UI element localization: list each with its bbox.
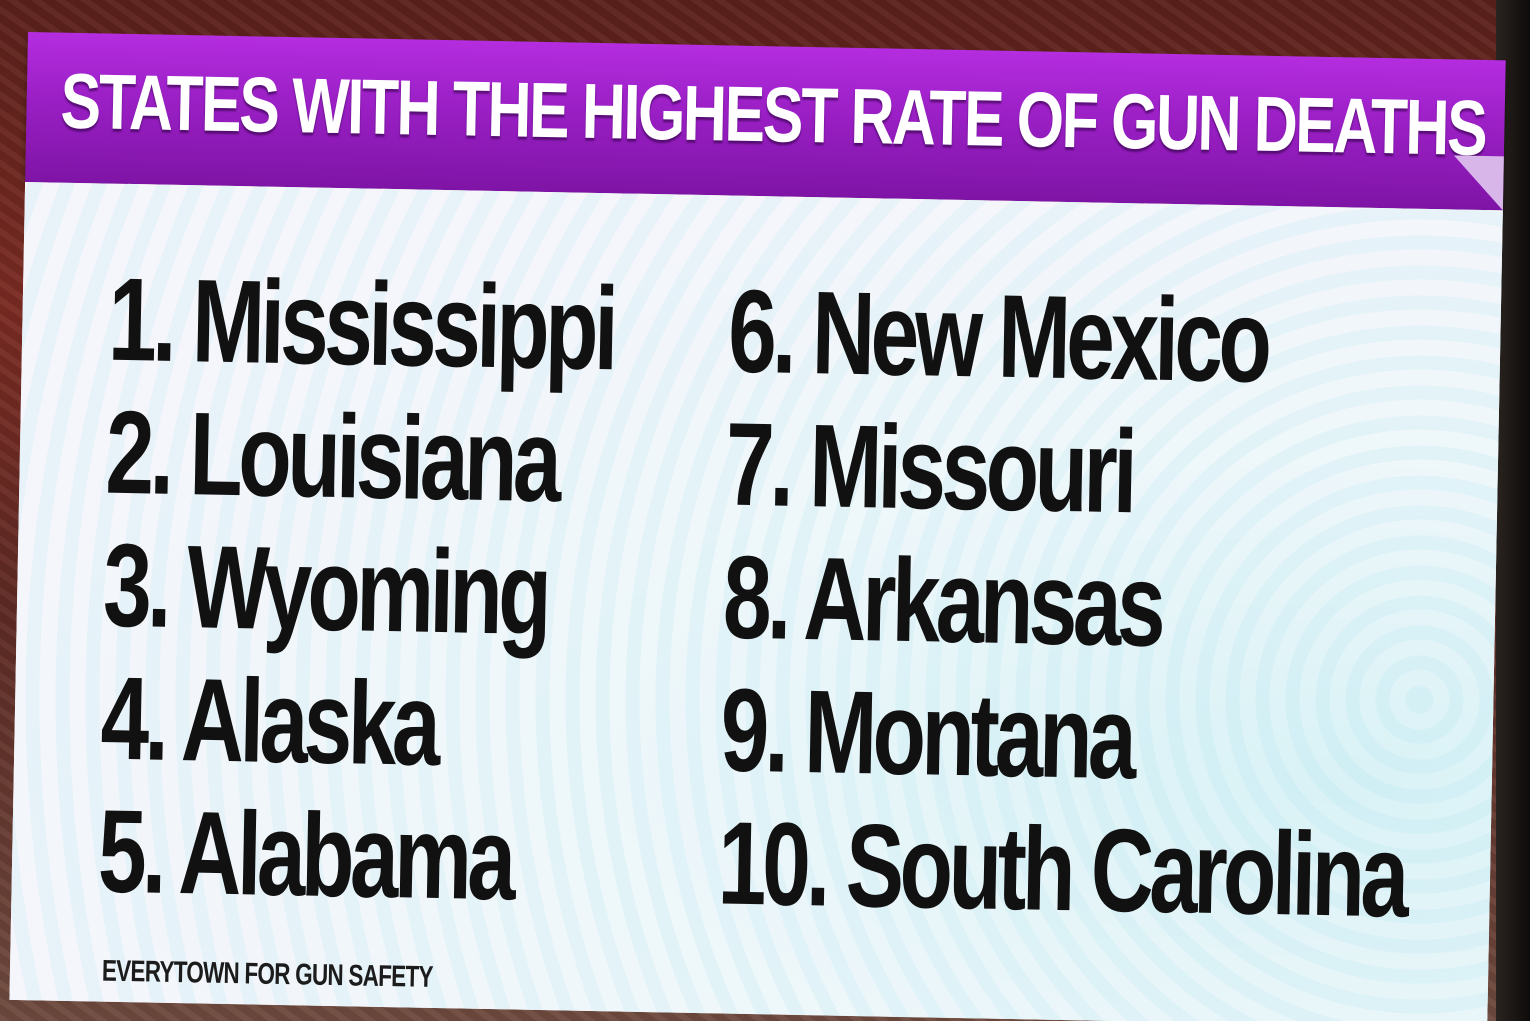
ranking-item: 9. Montana [719,664,1134,805]
ranking-item: 3. Wyoming [102,519,549,661]
ranking-item: 8. Arkansas [722,531,1163,672]
ranking-item: 10. South Carolina [716,797,1407,943]
source-credit: EVERYTOWN FOR GUN SAFETY [101,954,434,994]
ranking-item: 1. Mississippi [107,253,616,396]
ranking-board: 1. Mississippi 2. Louisiana 3. Wyoming 4… [9,181,1503,1021]
ranking-list-right: 6. New Mexico 7. Missouri 8. Arkansas 9.… [717,266,1530,949]
banner-fold-corner [1452,155,1504,211]
ranking-item: 2. Louisiana [104,386,559,528]
title-banner: STATES WITH THE HIGHEST RATE OF GUN DEAT… [25,32,1506,211]
ranking-item: 5. Alabama [97,785,513,926]
ranking-item: 7. Missouri [724,398,1135,539]
ranking-list-left: 1. Mississippi 2. Louisiana 3. Wyoming 4… [97,254,793,932]
ranking-item: 4. Alaska [99,652,438,791]
gun-deaths-graphic: STATES WITH THE HIGHEST RATE OF GUN DEAT… [9,32,1506,1021]
graphic-title: STATES WITH THE HIGHEST RATE OF GUN DEAT… [59,56,1487,172]
ranking-item: 6. New Mexico [727,265,1269,408]
